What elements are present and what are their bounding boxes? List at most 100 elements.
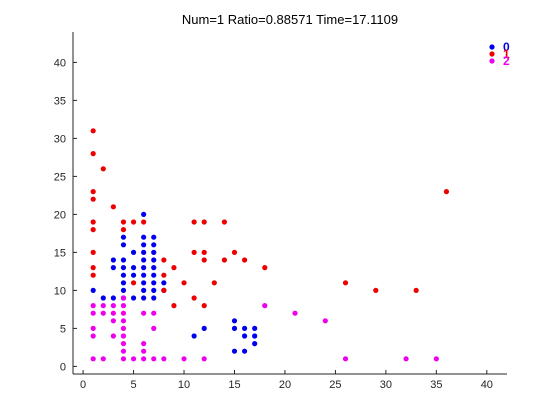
chart-title: Num=1 Ratio=0.88571 Time=17.1109 xyxy=(182,12,398,27)
data-point-series-0 xyxy=(130,265,137,271)
data-point-series-2 xyxy=(201,356,207,362)
data-point-series-0 xyxy=(110,257,116,263)
data-point-series-1 xyxy=(373,287,379,293)
data-point-series-0 xyxy=(120,272,127,278)
data-point-series-0 xyxy=(141,280,147,286)
data-point-series-2 xyxy=(120,333,127,339)
x-tick-label: 25 xyxy=(329,379,341,391)
data-point-series-0 xyxy=(141,249,147,255)
data-point-series-0 xyxy=(151,234,157,240)
data-point-series-0 xyxy=(110,265,116,271)
data-point-series-0 xyxy=(241,325,248,331)
data-point-series-2 xyxy=(433,356,439,362)
y-tick-label: 30 xyxy=(54,133,66,145)
data-point-series-2 xyxy=(322,318,328,324)
y-tick-label: 0 xyxy=(60,361,66,373)
data-point-series-1 xyxy=(90,151,96,157)
data-point-series-0 xyxy=(141,295,147,301)
y-tick-label: 5 xyxy=(60,323,66,335)
data-point-series-1 xyxy=(171,265,177,271)
data-point-series-1 xyxy=(161,257,167,263)
data-point-series-1 xyxy=(130,280,137,286)
data-point-series-2 xyxy=(120,310,127,316)
data-point-series-2 xyxy=(110,303,116,309)
data-point-series-2 xyxy=(90,356,96,362)
data-point-series-1 xyxy=(221,219,227,225)
data-point-series-0 xyxy=(141,211,147,217)
data-point-series-0 xyxy=(241,333,248,339)
data-point-series-2 xyxy=(120,356,127,362)
data-point-series-0 xyxy=(141,257,147,263)
y-tick-label: 40 xyxy=(54,57,66,69)
data-point-series-2 xyxy=(403,356,409,362)
data-point-series-2 xyxy=(120,325,127,331)
legend-marker-2 xyxy=(489,58,495,64)
x-tick-label: 20 xyxy=(279,379,291,391)
data-point-series-0 xyxy=(120,242,127,248)
data-point-series-0 xyxy=(100,295,106,301)
data-point-series-0 xyxy=(120,257,127,263)
data-point-series-0 xyxy=(120,265,127,271)
data-point-series-0 xyxy=(141,242,147,248)
data-point-series-1 xyxy=(120,219,127,225)
data-point-series-1 xyxy=(443,189,450,195)
y-tick-label: 35 xyxy=(54,95,66,107)
data-point-series-2 xyxy=(141,341,147,347)
data-point-series-2 xyxy=(90,310,96,316)
data-point-series-2 xyxy=(90,333,96,339)
data-point-series-2 xyxy=(141,348,147,354)
data-point-series-2 xyxy=(181,356,187,362)
data-point-series-1 xyxy=(211,280,217,286)
data-point-series-0 xyxy=(161,280,167,286)
data-point-series-0 xyxy=(252,333,258,339)
data-point-series-0 xyxy=(231,348,238,354)
data-point-series-2 xyxy=(110,333,116,339)
data-point-series-0 xyxy=(151,280,157,286)
data-point-series-1 xyxy=(241,257,248,263)
legend: 012 xyxy=(489,40,510,68)
data-point-series-1 xyxy=(201,303,207,309)
data-point-series-1 xyxy=(191,295,197,301)
data-point-series-0 xyxy=(231,325,238,331)
data-point-series-0 xyxy=(151,249,157,255)
data-point-series-0 xyxy=(151,242,157,248)
data-point-series-1 xyxy=(90,249,96,255)
data-point-series-2 xyxy=(120,303,127,309)
x-tick-label: 35 xyxy=(430,379,442,391)
data-point-series-2 xyxy=(120,348,127,354)
x-tick-label: 40 xyxy=(481,379,493,391)
data-point-series-1 xyxy=(110,204,116,210)
data-point-series-0 xyxy=(151,287,157,293)
legend-marker-0 xyxy=(489,44,495,50)
data-point-series-2 xyxy=(130,356,137,362)
data-point-series-1 xyxy=(191,249,197,255)
data-point-series-0 xyxy=(90,287,96,293)
data-point-series-0 xyxy=(130,295,137,301)
data-point-series-2 xyxy=(100,303,106,309)
data-point-series-1 xyxy=(201,249,207,255)
legend-label-0: 0 xyxy=(503,40,510,54)
data-point-series-1 xyxy=(231,249,238,255)
data-point-series-2 xyxy=(120,341,127,347)
data-point-series-0 xyxy=(231,318,238,324)
data-point-series-1 xyxy=(413,287,419,293)
data-point-series-0 xyxy=(151,272,157,278)
data-point-series-1 xyxy=(90,128,96,134)
data-point-series-2 xyxy=(141,310,147,316)
data-point-series-1 xyxy=(90,189,96,195)
y-tick-label: 25 xyxy=(54,171,66,183)
data-point-series-1 xyxy=(171,303,177,309)
data-point-series-2 xyxy=(151,310,157,316)
data-point-series-0 xyxy=(141,265,147,271)
data-point-series-2 xyxy=(100,310,106,316)
data-point-series-2 xyxy=(141,356,147,362)
x-tick-label: 15 xyxy=(228,379,240,391)
data-point-series-2 xyxy=(342,356,349,362)
data-point-series-2 xyxy=(120,295,127,301)
y-tick-label: 10 xyxy=(54,285,66,297)
data-point-series-1 xyxy=(90,272,96,278)
x-tick-label: 30 xyxy=(380,379,392,391)
data-point-series-1 xyxy=(262,265,268,271)
